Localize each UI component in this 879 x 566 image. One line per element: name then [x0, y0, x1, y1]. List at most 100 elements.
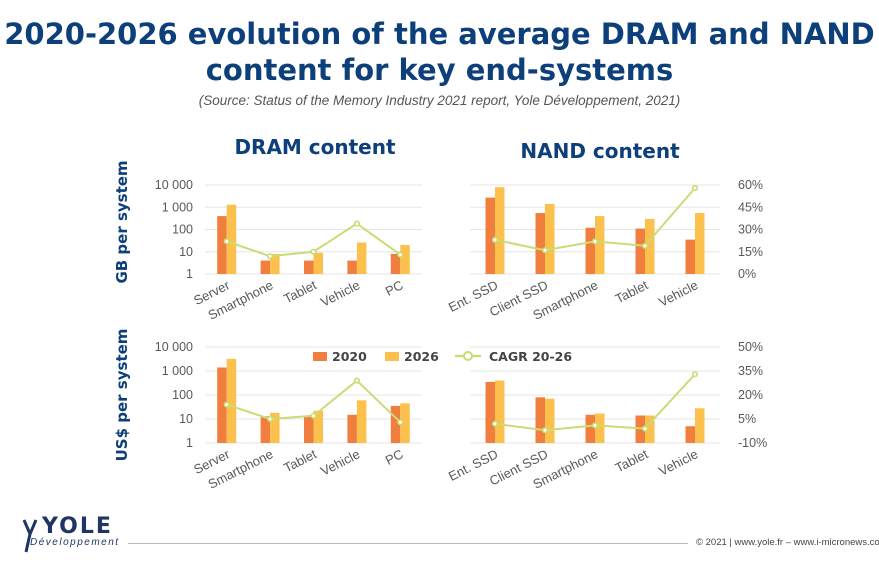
y2-tick-label: 35%	[738, 364, 763, 378]
bar-2026	[400, 245, 410, 274]
legend-label-2020: 2020	[332, 349, 367, 364]
bar-2026	[545, 203, 555, 274]
cagr-point	[310, 412, 317, 419]
x-tick-label: Tablet	[613, 277, 651, 306]
y2-tick-label: 0%	[738, 267, 756, 281]
y-tick-label: 1	[186, 436, 193, 450]
title-line-2: content for key end-systems	[205, 53, 674, 87]
x-tick-label: Tablet	[281, 446, 319, 475]
bar-2020	[260, 416, 271, 443]
logo-sub-text: Développement	[30, 537, 120, 548]
y2-tick-label: 15%	[738, 245, 763, 259]
logo-main-text: YOLE	[42, 514, 113, 539]
bar-2020	[217, 367, 227, 443]
bar-2020	[485, 197, 495, 274]
cagr-point	[591, 238, 599, 245]
y2-tick-label: 60%	[738, 178, 763, 192]
bar-2020	[585, 414, 595, 443]
legend-swatch-2020	[313, 352, 327, 361]
usd-row-label: US$ per system	[113, 329, 131, 462]
bar-2020	[347, 414, 357, 443]
yole-logo-mark	[22, 519, 38, 553]
cagr-point	[310, 248, 317, 255]
cagr-point	[641, 425, 649, 432]
cagr-point	[641, 242, 649, 249]
cagr-point	[267, 415, 274, 423]
y-tick-label: 100	[172, 388, 193, 402]
cagr-point	[591, 422, 599, 429]
footer-divider	[128, 543, 688, 544]
bar-2026	[545, 398, 555, 443]
yole-logo: YOLE Développement	[18, 512, 128, 557]
bar-2026	[313, 410, 323, 443]
source-note: (Source: Status of the Memory Industry 2…	[198, 93, 681, 108]
y2-tick-label: -10%	[738, 436, 767, 450]
cagr-point	[491, 420, 499, 427]
bar-2020	[347, 260, 357, 274]
x-tick-label: PC	[383, 277, 406, 299]
bar-2020	[485, 381, 495, 443]
bar-2026	[356, 242, 367, 274]
gb-row-label: GB per system	[113, 160, 131, 283]
legend-swatch-2026	[385, 352, 399, 361]
cagr-point	[541, 427, 549, 434]
legend-label-2026: 2026	[404, 349, 439, 364]
cagr-point	[223, 238, 230, 245]
cagr-point	[491, 236, 499, 243]
bar-2020	[217, 216, 227, 274]
x-tick-label: Tablet	[281, 277, 319, 306]
bar-2026	[595, 413, 605, 443]
footer-copyright: © 2021 | www.yole.fr – www.i-micronews.c…	[696, 537, 879, 548]
bar-2026	[645, 415, 655, 443]
bar-2026	[313, 252, 323, 274]
bar-2026	[400, 403, 410, 443]
bar-2026	[645, 218, 655, 274]
bar-2026	[495, 380, 505, 443]
cagr-point	[223, 401, 230, 408]
bar-2026	[226, 358, 237, 443]
bar-2020	[390, 253, 401, 274]
bar-2026	[356, 400, 367, 443]
cagr-point	[353, 220, 361, 227]
cagr-point	[353, 377, 361, 384]
cagr-point	[541, 247, 549, 254]
y2-tick-label: 45%	[738, 200, 763, 214]
bar-2020	[685, 426, 695, 443]
y2-tick-label: 50%	[738, 340, 763, 354]
x-tick-label: Vehicle	[656, 277, 700, 309]
cagr-point	[267, 253, 274, 260]
y2-tick-label: 5%	[738, 412, 756, 426]
bar-2020	[585, 227, 595, 274]
bar-2020	[535, 213, 545, 274]
x-tick-label: PC	[383, 446, 406, 468]
nand-panel-title: NAND content	[520, 139, 680, 163]
cagr-point	[691, 184, 699, 192]
y-tick-label: 100	[172, 223, 193, 237]
y-tick-label: 1	[186, 267, 193, 281]
y-tick-label: 1 000	[162, 364, 193, 378]
bar-2026	[695, 213, 705, 274]
bar-2026	[495, 187, 505, 274]
bar-2020	[535, 397, 545, 443]
y-tick-label: 1 000	[162, 200, 193, 214]
legend: 2020 2026 CAGR 20-26	[313, 349, 572, 364]
legend-marker-cagr	[463, 351, 473, 361]
bar-2026	[270, 253, 280, 274]
y2-tick-label: 30%	[738, 223, 763, 237]
bar-2026	[270, 412, 280, 443]
y-tick-label: 10 000	[155, 178, 193, 192]
x-tick-label: Vehicle	[318, 277, 362, 309]
bar-2020	[390, 405, 401, 443]
cagr-point	[397, 419, 404, 426]
x-tick-label: Vehicle	[656, 446, 700, 478]
y-tick-label: 10	[179, 245, 193, 259]
cagr-point	[691, 371, 699, 378]
y2-tick-label: 20%	[738, 388, 763, 402]
cagr-point	[397, 251, 404, 258]
bar-2020	[304, 416, 314, 443]
bar-2026	[226, 204, 237, 274]
y-tick-label: 10	[179, 412, 193, 426]
x-tick-label: Vehicle	[318, 446, 362, 478]
bar-2026	[695, 408, 705, 443]
